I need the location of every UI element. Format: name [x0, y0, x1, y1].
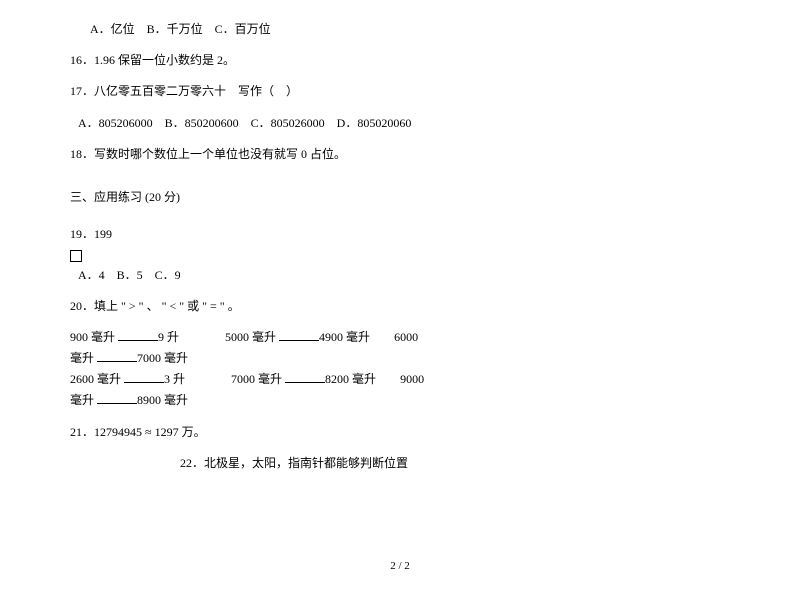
- blank: [118, 328, 158, 341]
- q20-row4: 毫升 8900 毫升: [70, 391, 730, 410]
- q21-text: 21．12794945 ≈ 1297 万。: [70, 423, 730, 442]
- q20-r3-e: 9000: [400, 372, 424, 386]
- q20-row3: 2600 毫升 3 升 7000 毫升 8200 毫升 9000: [70, 370, 730, 389]
- q16-text: 16．1.96 保留一位小数约是 2。: [70, 51, 730, 70]
- q20-r3-a: 2600 毫升: [70, 372, 121, 386]
- q19-options: A．4 B．5 C．9: [70, 266, 730, 285]
- page-footer: 2 / 2: [0, 558, 800, 576]
- q20-r2-b: 7000 毫升: [137, 351, 188, 365]
- q20-r3-c: 7000 毫升: [231, 372, 282, 386]
- q20-r3-b: 3 升: [164, 372, 185, 386]
- q20-r1-a: 900 毫升: [70, 330, 115, 344]
- blank: [124, 370, 164, 383]
- q18-text: 18．写数时哪个数位上一个单位也没有就写 0 占位。: [70, 145, 730, 164]
- q20-r1-b: 9 升: [158, 330, 179, 344]
- q20-r1-c: 5000 毫升: [225, 330, 276, 344]
- q20-r1-d: 4900 毫升: [319, 330, 370, 344]
- blank: [97, 391, 137, 404]
- q19-text: 19．199: [70, 225, 730, 244]
- q22-text: 22．北极星，太阳，指南针都能够判断位置: [70, 454, 730, 473]
- blank: [97, 349, 137, 362]
- blank: [285, 370, 325, 383]
- section-3-heading: 三、应用练习 (20 分): [70, 188, 730, 207]
- q17-options: A．805206000 B．850200600 C．805026000 D．80…: [70, 114, 730, 133]
- q20-r4-b: 8900 毫升: [137, 393, 188, 407]
- q19-box: [70, 246, 730, 265]
- q20-r2-a: 毫升: [70, 351, 94, 365]
- q20-r3-d: 8200 毫升: [325, 372, 376, 386]
- q20-r4-a: 毫升: [70, 393, 94, 407]
- q20-row1: 900 毫升 9 升 5000 毫升 4900 毫升 6000: [70, 328, 730, 347]
- q17-text: 17．八亿零五百零二万零六十 写作（ ）: [70, 82, 730, 101]
- q20-text: 20．填上 " > " 、 " < " 或 " = " 。: [70, 297, 730, 316]
- q20-row2: 毫升 7000 毫升: [70, 349, 730, 368]
- blank: [279, 328, 319, 341]
- document-page: A．亿位 B．千万位 C．百万位 16．1.96 保留一位小数约是 2。 17．…: [0, 0, 800, 505]
- q15-options: A．亿位 B．千万位 C．百万位: [70, 20, 730, 39]
- q20-r1-e: 6000: [394, 330, 418, 344]
